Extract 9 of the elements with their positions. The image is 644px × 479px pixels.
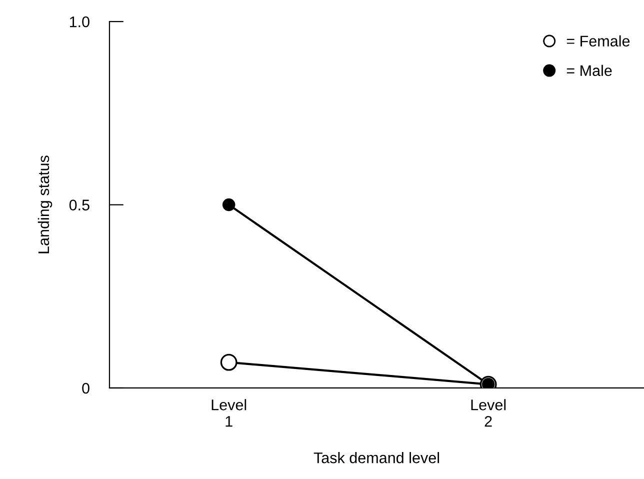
legend-label: = Male <box>566 64 612 76</box>
x-tick-label: Level 1 <box>212 399 246 427</box>
y-tick-label: 0 <box>82 382 90 394</box>
x-axis-title: Task demand level <box>314 452 439 464</box>
y-tick-label: 1.0 <box>70 16 90 28</box>
x-tick-label: Level 2 <box>471 399 506 427</box>
legend-label: = Female <box>566 35 630 47</box>
y-tick-label: 0.5 <box>69 200 90 210</box>
y-axis-title: Landing status <box>38 156 52 254</box>
